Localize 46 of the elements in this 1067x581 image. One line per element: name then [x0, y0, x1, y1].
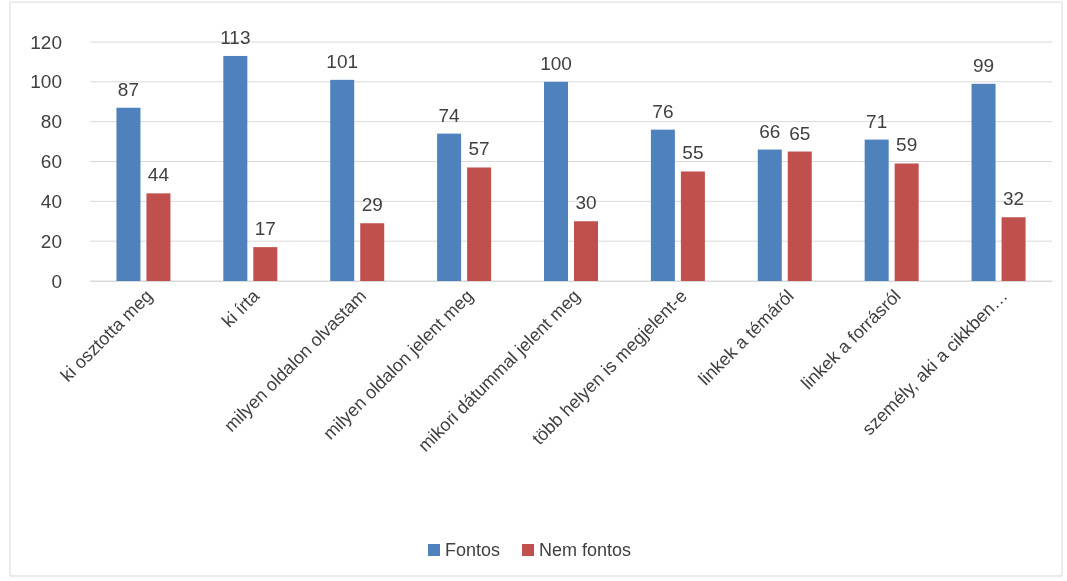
x-tick-label: ki írta — [218, 285, 264, 332]
data-label: 30 — [575, 192, 597, 214]
data-label: 55 — [682, 142, 704, 164]
bar — [894, 163, 919, 281]
bar — [330, 79, 355, 281]
bar — [360, 223, 385, 281]
data-label: 57 — [468, 138, 490, 160]
data-label: 44 — [147, 164, 170, 186]
bar — [116, 107, 141, 281]
legend-label: Fontos — [445, 540, 501, 560]
data-label: 29 — [361, 194, 383, 216]
data-label: 100 — [540, 52, 572, 74]
bar — [864, 139, 889, 281]
bar — [757, 149, 782, 281]
y-tick-label: 80 — [40, 111, 62, 133]
bar — [437, 133, 462, 281]
bar — [971, 83, 996, 281]
data-label: 65 — [789, 122, 811, 144]
y-tick-label: 40 — [40, 190, 62, 212]
bar — [650, 129, 675, 281]
data-label: 76 — [652, 100, 674, 122]
bar — [544, 81, 568, 281]
y-tick-label: 0 — [51, 270, 62, 292]
data-label: 66 — [759, 120, 781, 142]
bar — [1001, 217, 1026, 281]
legend-label: Nem fontos — [539, 540, 632, 560]
data-label: 74 — [438, 104, 461, 126]
bar — [467, 167, 492, 281]
y-tick-label: 20 — [40, 230, 62, 252]
bar — [680, 171, 705, 281]
data-label: 32 — [1002, 188, 1025, 210]
data-label: 87 — [117, 78, 140, 100]
bar — [574, 221, 598, 281]
y-tick-label: 100 — [30, 71, 62, 93]
data-label: 71 — [866, 110, 888, 132]
data-label: 101 — [326, 50, 359, 72]
data-label: 17 — [254, 218, 276, 240]
data-label: 99 — [972, 54, 995, 76]
y-tick-label: 60 — [40, 151, 62, 173]
y-tick-label: 120 — [30, 31, 62, 53]
data-label: 113 — [220, 26, 251, 48]
bar — [787, 151, 812, 281]
bar — [223, 55, 248, 281]
bar — [146, 193, 171, 281]
data-label: 59 — [896, 134, 918, 156]
bar — [253, 247, 278, 281]
